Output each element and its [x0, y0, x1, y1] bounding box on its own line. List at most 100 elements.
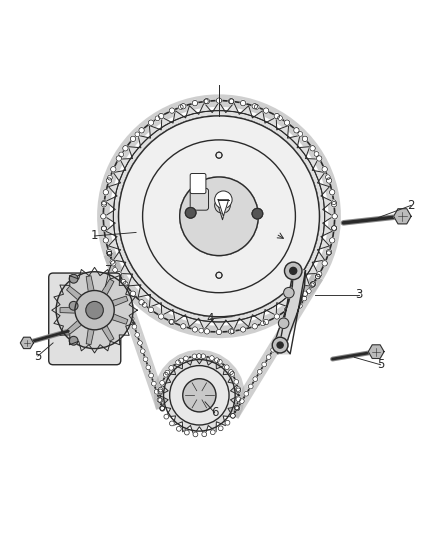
Circle shape [332, 201, 337, 207]
Circle shape [210, 430, 215, 434]
Circle shape [143, 357, 148, 362]
Circle shape [284, 326, 289, 330]
FancyBboxPatch shape [190, 174, 206, 193]
Circle shape [110, 261, 116, 266]
Circle shape [230, 372, 235, 376]
Circle shape [217, 359, 222, 364]
Circle shape [317, 156, 322, 161]
Circle shape [116, 156, 121, 161]
Circle shape [160, 406, 165, 410]
Circle shape [326, 249, 332, 255]
Circle shape [310, 283, 314, 288]
Circle shape [274, 114, 279, 119]
Circle shape [152, 381, 156, 386]
Polygon shape [112, 296, 128, 306]
Circle shape [240, 327, 246, 332]
Circle shape [139, 300, 144, 305]
Circle shape [236, 397, 241, 401]
Circle shape [274, 314, 279, 319]
Circle shape [135, 132, 140, 137]
Circle shape [160, 406, 165, 411]
Circle shape [129, 316, 134, 321]
Circle shape [107, 251, 112, 256]
Circle shape [293, 311, 298, 316]
Circle shape [110, 166, 116, 172]
Circle shape [252, 103, 258, 109]
FancyBboxPatch shape [49, 273, 121, 365]
Circle shape [165, 370, 170, 375]
Circle shape [148, 307, 154, 312]
Circle shape [284, 307, 290, 312]
Circle shape [311, 281, 316, 286]
Circle shape [332, 225, 337, 231]
Circle shape [86, 302, 103, 319]
Circle shape [107, 251, 112, 256]
Circle shape [192, 327, 198, 332]
Circle shape [199, 328, 204, 333]
Circle shape [121, 292, 126, 297]
Circle shape [159, 114, 164, 119]
Circle shape [302, 136, 307, 142]
Circle shape [180, 324, 186, 329]
Circle shape [204, 329, 210, 334]
Circle shape [185, 207, 196, 218]
Circle shape [288, 305, 293, 310]
Circle shape [234, 379, 239, 384]
Circle shape [170, 366, 229, 425]
Circle shape [228, 99, 234, 104]
Circle shape [230, 414, 235, 418]
Circle shape [138, 341, 142, 345]
Text: 7: 7 [105, 264, 113, 277]
Circle shape [101, 225, 106, 231]
Circle shape [290, 268, 297, 274]
Circle shape [180, 177, 258, 256]
Circle shape [169, 366, 173, 370]
Circle shape [103, 238, 109, 243]
Circle shape [154, 389, 159, 394]
Circle shape [314, 151, 319, 156]
Circle shape [119, 116, 319, 317]
Circle shape [176, 360, 180, 365]
Circle shape [278, 116, 283, 120]
Circle shape [148, 373, 153, 378]
Circle shape [184, 430, 189, 435]
Circle shape [110, 260, 115, 264]
Circle shape [236, 388, 241, 393]
Circle shape [119, 116, 319, 317]
Circle shape [123, 146, 128, 151]
Circle shape [69, 274, 78, 283]
Circle shape [124, 300, 128, 305]
Circle shape [234, 405, 239, 410]
Circle shape [160, 356, 239, 434]
Circle shape [240, 100, 246, 106]
Circle shape [294, 127, 299, 133]
Circle shape [257, 369, 262, 374]
Circle shape [310, 281, 315, 287]
Circle shape [277, 342, 283, 348]
Circle shape [209, 356, 214, 360]
Circle shape [253, 377, 258, 382]
Circle shape [169, 319, 173, 324]
Circle shape [155, 116, 160, 120]
Circle shape [178, 104, 183, 109]
Polygon shape [394, 209, 411, 224]
Circle shape [218, 426, 223, 431]
Circle shape [107, 251, 112, 256]
Text: 4: 4 [207, 312, 214, 325]
Circle shape [148, 120, 154, 125]
Circle shape [180, 177, 258, 256]
Text: 6: 6 [211, 406, 219, 419]
Circle shape [203, 99, 208, 104]
Polygon shape [159, 356, 240, 435]
Circle shape [236, 386, 240, 391]
Circle shape [201, 354, 206, 359]
Circle shape [113, 268, 117, 272]
Circle shape [115, 276, 120, 280]
Circle shape [106, 178, 112, 183]
Polygon shape [67, 320, 81, 334]
Circle shape [240, 399, 244, 403]
Circle shape [106, 249, 112, 255]
Circle shape [284, 120, 290, 125]
Circle shape [184, 356, 188, 361]
Circle shape [127, 308, 131, 313]
